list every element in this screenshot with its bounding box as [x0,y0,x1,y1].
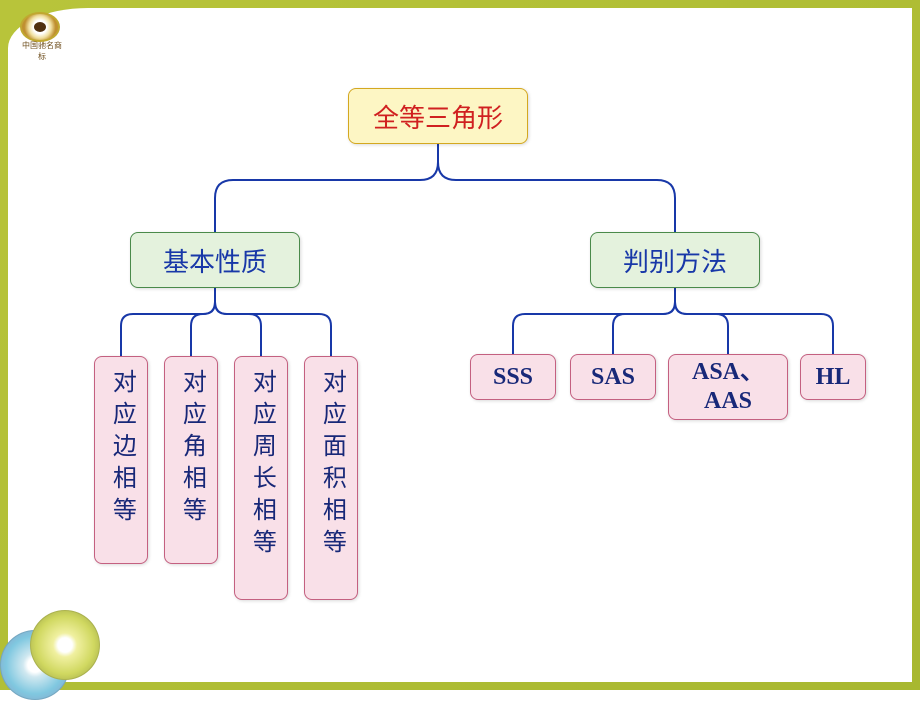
leaf-sss: SSS [470,354,556,400]
leaf-corresponding-areas-equal: 对应面积相等 [304,356,358,600]
leaf-label: SSS [493,364,533,391]
root-node: 全等三角形 [348,88,528,144]
disc-icon [30,610,100,680]
leaf-corresponding-sides-equal: 对应边相等 [94,356,148,564]
leaf-label: ASA、 AAS [669,358,787,416]
eye-icon [20,12,60,42]
leaf-corresponding-perimeters-equal: 对应周长相等 [234,356,288,600]
brand-caption: 中国驰名商标 [20,40,64,62]
root-label: 全等三角形 [373,98,503,135]
branch-label: 基本性质 [163,242,267,279]
concept-map: 全等三角形 基本性质 判别方法 对应边相等 对应角相等 对应周长相等 对应面积相… [0,0,920,690]
leaf-label: HL [816,364,851,391]
leaf-label: 对应边相等 [107,369,136,529]
leaf-label: 对应面积相等 [317,369,346,561]
brand-logo: 中国驰名商标 [20,12,64,56]
leaf-hl: HL [800,354,866,400]
leaf-label: 对应周长相等 [247,369,276,561]
leaf-sas: SAS [570,354,656,400]
leaf-asa-aas: ASA、 AAS [668,354,788,420]
leaf-label: 对应角相等 [177,369,206,529]
branch-label: 判别方法 [623,242,727,279]
leaf-corresponding-angles-equal: 对应角相等 [164,356,218,564]
leaf-label: SAS [591,364,635,391]
branch-basic-properties: 基本性质 [130,232,300,288]
branch-criteria: 判别方法 [590,232,760,288]
